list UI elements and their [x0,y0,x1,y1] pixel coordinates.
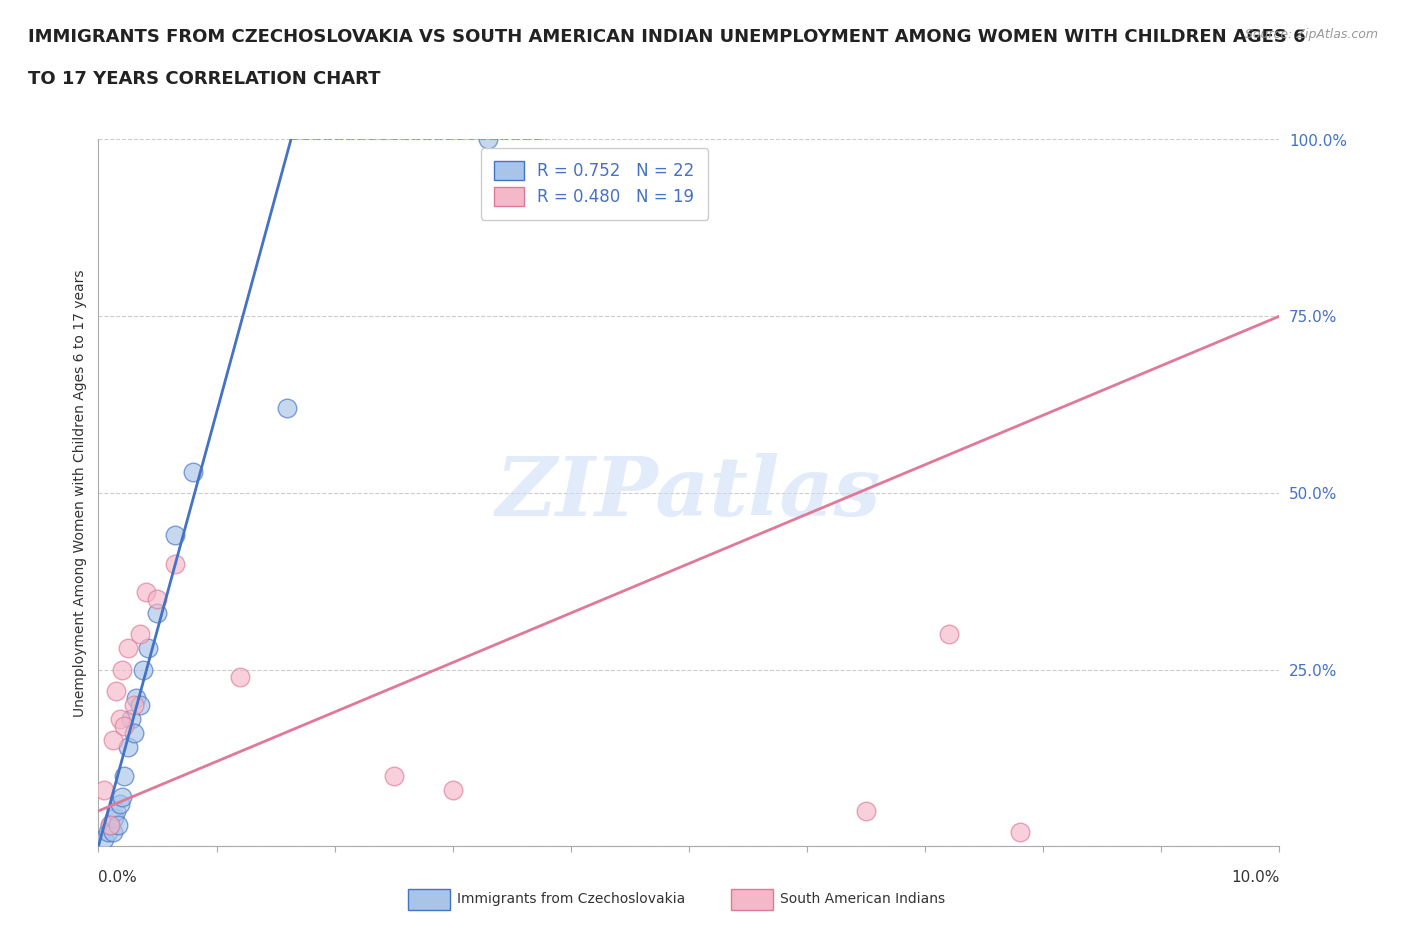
Point [136,641,159,656]
Point [125,690,148,705]
Point [132,662,155,677]
Point [1008,825,1031,840]
Text: 10.0%: 10.0% [1232,870,1279,884]
Point [477,132,499,147]
Point [108,796,131,811]
Text: TO 17 YEARS CORRELATION CHART: TO 17 YEARS CORRELATION CHART [28,70,381,87]
Point [112,768,135,783]
Point [122,725,145,740]
Point [93,782,115,797]
Point [108,711,131,726]
Point [382,768,405,783]
Point [165,556,187,571]
Text: Immigrants from Czechoslovakia: Immigrants from Czechoslovakia [457,892,685,907]
Point [111,790,134,804]
Point [122,698,145,712]
Point [181,464,204,479]
Text: South American Indians: South American Indians [780,892,945,907]
Point [112,719,135,734]
Point [135,584,157,599]
Text: IMMIGRANTS FROM CZECHOSLOVAKIA VS SOUTH AMERICAN INDIAN UNEMPLOYMENT AMONG WOMEN: IMMIGRANTS FROM CZECHOSLOVAKIA VS SOUTH … [28,28,1306,46]
Point [105,684,128,698]
Point [98,817,121,832]
Legend: R = 0.752   N = 22, R = 0.480   N = 19: R = 0.752 N = 22, R = 0.480 N = 19 [481,148,709,219]
Point [165,528,187,543]
Point [938,627,960,642]
Point [97,825,120,840]
Point [146,605,169,620]
Text: Source: ZipAtlas.com: Source: ZipAtlas.com [1244,28,1378,41]
Point [229,670,252,684]
Point [93,831,115,846]
Point [105,804,128,818]
Text: 0.0%: 0.0% [98,870,138,884]
Point [107,817,129,832]
Point [101,825,124,840]
Point [101,733,124,748]
Point [111,662,134,677]
Point [276,401,298,416]
Text: ZIPatlas: ZIPatlas [496,453,882,533]
Point [441,782,464,797]
Y-axis label: Unemployment Among Women with Children Ages 6 to 17 years: Unemployment Among Women with Children A… [73,269,87,717]
Point [103,811,125,826]
Point [128,627,150,642]
Point [98,817,121,832]
Point [121,711,143,726]
Point [117,641,139,656]
Point [128,698,150,712]
Point [117,740,139,755]
Point [146,591,169,606]
Point [855,804,877,818]
